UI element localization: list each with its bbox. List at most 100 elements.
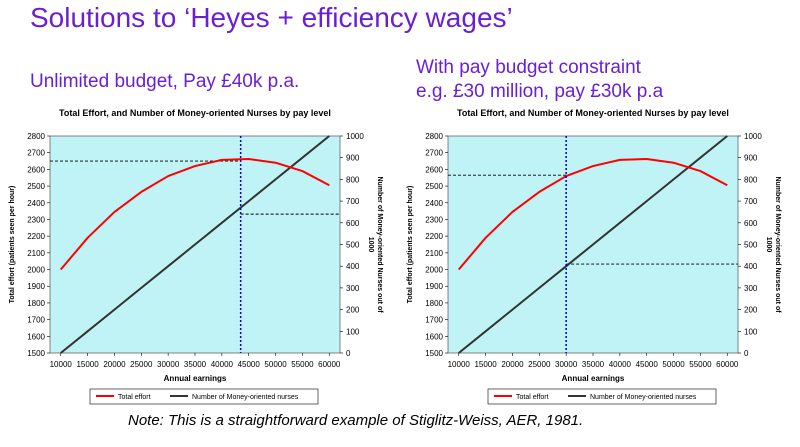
y2-tick-label: 500 [744, 241, 758, 250]
y2-tick-label: 0 [346, 349, 351, 358]
legend-effort-label: Total effort [118, 394, 151, 401]
x-tick-label: 35000 [582, 360, 605, 369]
y2-tick-label: 900 [346, 154, 360, 163]
y-tick-label: 2800 [27, 132, 45, 141]
y2-axis-label: Number of Money-oriented Nurses out of10… [367, 176, 383, 313]
x-tick-label: 45000 [636, 360, 659, 369]
x-tick-label: 30000 [157, 360, 180, 369]
x-tick-label: 20000 [103, 360, 126, 369]
right-subtitle-line1: With pay budget constraint [416, 57, 641, 78]
x-tick-label: 10000 [50, 360, 73, 369]
y-tick-label: 2000 [27, 266, 45, 275]
x-tick-label: 40000 [211, 360, 234, 369]
y2-axis-label-line1: Number of Money-oriented Nurses out of [376, 176, 383, 313]
x-tick-label: 10000 [448, 360, 471, 369]
chart-title: Total Effort, and Number of Money-orient… [457, 108, 729, 118]
legend-box [487, 388, 717, 405]
x-tick-label: 40000 [609, 360, 632, 369]
y2-tick-label: 800 [744, 175, 758, 184]
right-chart: Total Effort, and Number of Money-orient… [407, 108, 781, 405]
y2-tick-label: 600 [744, 219, 758, 228]
y2-tick-label: 0 [744, 349, 749, 358]
footnote: Note: This is a straightforward example … [128, 412, 584, 429]
y-tick-label: 1900 [425, 282, 443, 291]
right-subtitle-line2: e.g. £30 million, pay £30k p.a [416, 81, 664, 102]
y-tick-label: 2300 [27, 215, 45, 224]
y-tick-label: 1500 [425, 349, 443, 358]
y-tick-label: 2100 [27, 249, 45, 258]
y-tick-label: 1700 [27, 316, 45, 325]
y2-tick-label: 900 [744, 154, 758, 163]
y2-tick-label: 300 [744, 284, 758, 293]
slide-title: Solutions to ‘Heyes + efficiency wages’ [30, 2, 513, 33]
y-axis-label: Total effort (patients seen per hour) [9, 186, 16, 304]
x-tick-label: 15000 [474, 360, 497, 369]
effort-series-line [59, 158, 330, 271]
y-tick-label: 1800 [425, 299, 443, 308]
x-tick-label: 60000 [318, 360, 341, 369]
legend-effort-label: Total effort [516, 394, 549, 401]
x-tick-label: 60000 [716, 360, 739, 369]
y2-tick-label: 200 [346, 306, 360, 315]
legend-nurses-label: Number of Money-oriented nurses [192, 394, 299, 401]
y-tick-label: 2500 [27, 182, 45, 191]
y2-tick-label: 800 [346, 175, 360, 184]
y2-tick-label: 1000 [744, 132, 762, 141]
y-tick-label: 1700 [425, 316, 443, 325]
y-tick-label: 2700 [425, 149, 443, 158]
y-tick-label: 2000 [425, 266, 443, 275]
y2-tick-label: 700 [744, 197, 758, 206]
x-tick-label: 15000 [76, 360, 99, 369]
y2-tick-label: 1000 [346, 132, 364, 141]
y-tick-label: 1500 [27, 349, 45, 358]
y2-tick-label: 100 [346, 327, 360, 336]
x-tick-label: 20000 [501, 360, 524, 369]
y-tick-label: 2200 [425, 232, 443, 241]
y-tick-label: 1800 [27, 299, 45, 308]
x-axis-label: Annual earnings [164, 374, 227, 383]
y-tick-label: 2800 [425, 132, 443, 141]
y-tick-label: 2500 [425, 182, 443, 191]
x-tick-label: 35000 [184, 360, 207, 369]
y-tick-label: 1600 [425, 332, 443, 341]
x-tick-label: 45000 [238, 360, 261, 369]
x-tick-label: 55000 [291, 360, 314, 369]
y2-axis-label: Number of Money-oriented Nurses out of10… [765, 176, 781, 313]
y-tick-label: 2600 [27, 165, 45, 174]
y2-tick-label: 600 [346, 219, 360, 228]
y-tick-label: 2400 [27, 199, 45, 208]
y2-tick-label: 200 [744, 306, 758, 315]
legend-box [89, 388, 319, 405]
nurses-series-line [458, 135, 728, 354]
x-tick-label: 25000 [528, 360, 551, 369]
y2-tick-label: 700 [346, 197, 360, 206]
left-chart: Total Effort, and Number of Money-orient… [9, 108, 383, 405]
y2-tick-label: 300 [346, 284, 360, 293]
x-tick-label: 50000 [662, 360, 685, 369]
y-tick-label: 2400 [425, 199, 443, 208]
x-tick-label: 50000 [264, 360, 287, 369]
x-tick-label: 55000 [689, 360, 712, 369]
effort-series-line [457, 158, 728, 271]
y-tick-label: 1600 [27, 332, 45, 341]
y2-tick-label: 400 [346, 262, 360, 271]
x-tick-label: 30000 [555, 360, 578, 369]
y-tick-label: 2100 [425, 249, 443, 258]
y-tick-label: 2300 [425, 215, 443, 224]
y-axis-label: Total effort (patients seen per hour) [407, 186, 414, 304]
y-tick-label: 2700 [27, 149, 45, 158]
y-tick-label: 2600 [425, 165, 443, 174]
y2-axis-label-line2: 1000 [765, 237, 772, 253]
legend-nurses-label: Number of Money-oriented nurses [590, 394, 697, 401]
x-axis-label: Annual earnings [562, 374, 625, 383]
y2-tick-label: 100 [744, 327, 758, 336]
y2-axis-label-line2: 1000 [367, 237, 374, 253]
chart-title: Total Effort, and Number of Money-orient… [59, 108, 331, 118]
y-tick-label: 1900 [27, 282, 45, 291]
y2-tick-label: 500 [346, 241, 360, 250]
y2-tick-label: 400 [744, 262, 758, 271]
y2-axis-label-line1: Number of Money-oriented Nurses out of [774, 176, 781, 313]
x-tick-label: 25000 [130, 360, 153, 369]
left-subtitle: Unlimited budget, Pay £40k p.a. [30, 71, 300, 92]
y-tick-label: 2200 [27, 232, 45, 241]
